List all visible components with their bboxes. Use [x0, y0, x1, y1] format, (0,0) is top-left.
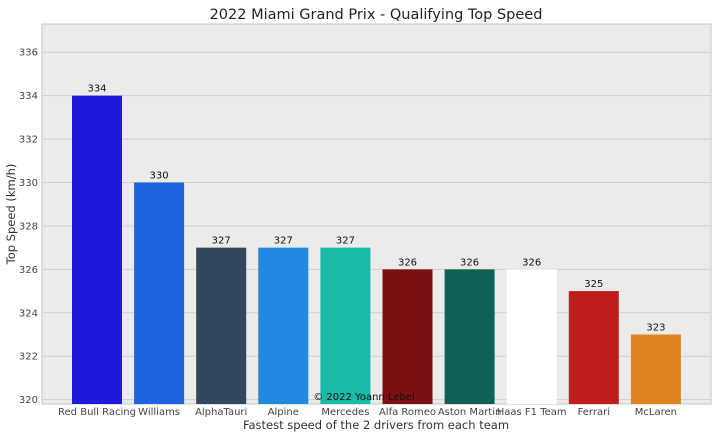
data-label: 323: [646, 323, 665, 334]
y-tick-label: 326: [19, 265, 38, 276]
x-tick-label: Red Bull Racing: [58, 407, 136, 418]
data-label: 326: [398, 257, 417, 268]
data-label: 327: [212, 236, 231, 247]
data-label: 325: [584, 279, 603, 290]
data-label: 327: [274, 236, 293, 247]
bar: [134, 182, 185, 404]
y-axis-ticks: 320 322 324 326 328 330 332 334 336: [19, 48, 38, 406]
y-tick-label: 324: [19, 308, 38, 319]
bar: [506, 269, 557, 404]
data-label: 326: [522, 257, 541, 268]
x-tick-label: Mercedes: [321, 407, 369, 418]
x-tick-label: Alpine: [268, 407, 299, 418]
data-labels: 334 330 327 327 327 326 326 326 325 323: [87, 84, 665, 334]
x-axis-label: Fastest speed of the 2 drivers from each…: [243, 418, 509, 432]
watermark-text: © 2022 Yoann Lebel: [313, 392, 415, 403]
bar: [196, 247, 247, 404]
x-tick-label: Aston Martin: [438, 407, 502, 418]
data-label: 327: [336, 236, 355, 247]
data-label: 334: [87, 84, 106, 95]
y-tick-label: 334: [19, 91, 38, 102]
bar: [258, 247, 309, 404]
y-tick-label: 336: [19, 48, 38, 59]
x-axis-ticks: Red Bull Racing Williams AlphaTauri Alpine M…: [58, 407, 677, 418]
bar: [382, 269, 433, 404]
x-tick-label: Ferrari: [578, 407, 610, 418]
y-tick-label: 332: [19, 135, 38, 146]
y-tick-label: 328: [19, 221, 38, 232]
data-label: 330: [150, 171, 169, 182]
chart-title: 2022 Miami Grand Prix - Qualifying Top S…: [210, 7, 543, 23]
bar: [630, 334, 681, 404]
x-tick-label: AlphaTauri: [195, 407, 247, 418]
data-label: 326: [460, 257, 479, 268]
x-tick-label: McLaren: [635, 407, 677, 418]
x-tick-label: Haas F1 Team: [497, 407, 567, 418]
y-axis-label: Top Speed (km/h): [4, 164, 18, 266]
bar: [72, 95, 122, 405]
y-tick-label: 322: [19, 352, 38, 363]
y-tick-label: 330: [19, 178, 38, 189]
bar: [320, 247, 371, 404]
y-tick-label: 320: [19, 395, 38, 406]
x-tick-label: Alfa Romeo: [379, 407, 436, 418]
bar: [568, 291, 619, 404]
bar: [444, 269, 495, 404]
bars: [72, 95, 681, 405]
x-tick-label: Williams: [138, 407, 180, 418]
